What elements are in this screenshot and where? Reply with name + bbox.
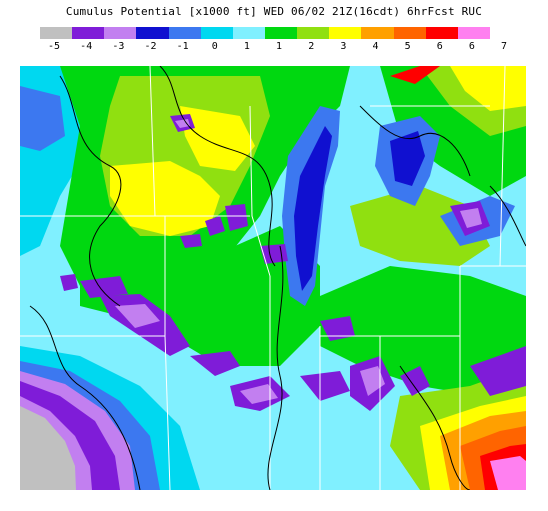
region-red-ne-edge <box>390 66 440 84</box>
legend-swatch-5 <box>200 27 233 39</box>
legend-swatch-12 <box>425 27 458 39</box>
legend-swatch-8 <box>297 27 330 39</box>
color-legend <box>40 27 490 39</box>
legend-label-11: 5 <box>404 41 411 52</box>
legend-label-8: 2 <box>308 41 315 52</box>
legend-label-4: -1 <box>176 41 189 52</box>
map-canvas <box>20 66 526 490</box>
legend-swatch-0 <box>40 27 73 39</box>
legend-label-1: -4 <box>80 41 93 52</box>
region-purple-east-band <box>470 346 526 396</box>
lake-huron-core <box>390 131 425 186</box>
legend-tick-labels: -5 -4 -3 -2 -1 0 1 1 2 3 4 5 6 6 7 <box>0 41 548 55</box>
region-yellow-north <box>110 161 220 236</box>
legend-label-5: 0 <box>211 41 218 52</box>
legend-label-12: 6 <box>436 41 443 52</box>
region-yellow-center <box>180 106 255 171</box>
legend-swatch-9 <box>329 27 362 39</box>
legend-label-14: 7 <box>501 41 508 52</box>
map-title: Cumulus Potential [x1000 ft] WED 06/02 2… <box>65 5 483 18</box>
lake-michigan-core <box>294 126 332 291</box>
lavender-cells <box>115 119 482 404</box>
legend-label-3: -2 <box>144 41 157 52</box>
legend-label-7: 1 <box>276 41 283 52</box>
legend-swatch-7 <box>264 27 298 39</box>
legend-label-6: 1 <box>243 41 250 52</box>
legend-label-13: 6 <box>468 41 475 52</box>
legend-label-0: -5 <box>48 41 61 52</box>
legend-swatch-1 <box>72 27 105 39</box>
region-yellow-ne <box>450 66 526 111</box>
legend-swatch-2 <box>104 27 137 39</box>
legend-swatch-13 <box>457 27 490 39</box>
region-gray-southwest <box>20 406 76 490</box>
region-blue-northwest <box>20 86 65 151</box>
legend-label-10: 4 <box>372 41 379 52</box>
legend-label-2: -3 <box>112 41 125 52</box>
legend-swatch-11 <box>393 27 426 39</box>
legend-swatch-10 <box>361 27 394 39</box>
region-pink-southeast <box>490 456 526 490</box>
legend-swatch-3 <box>136 27 169 39</box>
legend-label-9: 3 <box>340 41 347 52</box>
state-boundaries <box>20 66 526 490</box>
weather-map <box>20 66 526 490</box>
contour-lines <box>29 66 526 490</box>
legend-swatch-6 <box>232 27 265 39</box>
legend-swatch-4 <box>168 27 201 39</box>
region-green-center <box>80 226 320 366</box>
